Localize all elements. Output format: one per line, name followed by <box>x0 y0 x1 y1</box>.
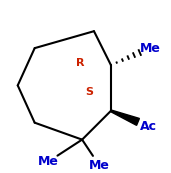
Text: Me: Me <box>139 42 160 55</box>
Text: Me: Me <box>89 158 109 172</box>
Polygon shape <box>111 110 139 125</box>
Text: Me: Me <box>38 155 59 168</box>
Text: R: R <box>76 58 85 68</box>
Text: S: S <box>85 87 93 97</box>
Text: Ac: Ac <box>140 120 157 133</box>
